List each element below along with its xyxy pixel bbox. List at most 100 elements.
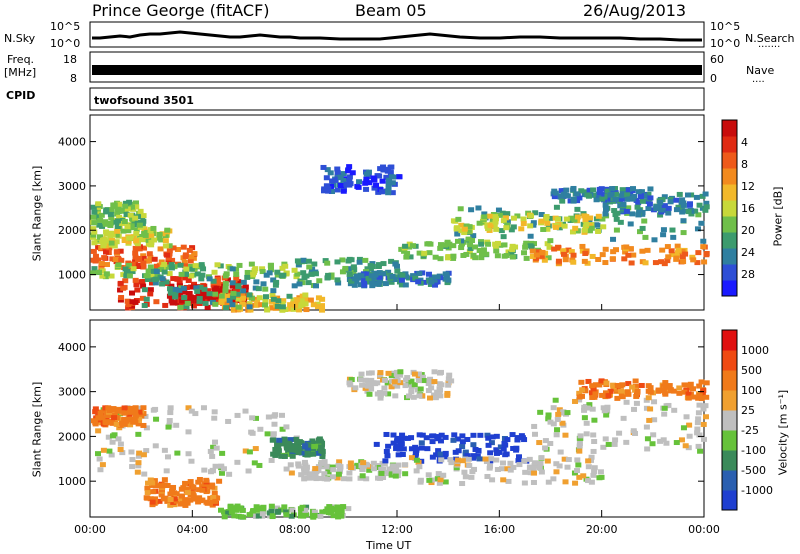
power-cell (339, 257, 346, 263)
power-cell (645, 206, 652, 212)
velocity-cell (298, 472, 305, 478)
velocity-cell (296, 445, 303, 451)
power-cell (510, 215, 517, 221)
velocity-cell (388, 471, 395, 477)
power-cell (121, 236, 128, 242)
power-cell (156, 231, 163, 237)
power-cell (602, 206, 609, 212)
velocity-cell (686, 433, 693, 439)
power-cell (481, 214, 488, 220)
velocity-cell (415, 371, 422, 377)
power-cell (294, 271, 301, 277)
power-cell (389, 180, 396, 186)
velocity-cell (553, 432, 560, 438)
velocity-cell (499, 466, 506, 472)
power-cell (315, 304, 322, 310)
velocity-cell (127, 409, 134, 415)
power-cell (623, 244, 630, 250)
velocity-cell (330, 467, 337, 473)
velocity-cell (408, 378, 415, 384)
velocity-cell (173, 422, 180, 428)
power-cell (553, 204, 560, 210)
power-cell (628, 260, 635, 266)
velocity-cell (537, 460, 544, 466)
velocity-cell (190, 484, 197, 490)
power-cell (680, 218, 687, 224)
power-cell (661, 203, 668, 209)
velocity-cell (429, 439, 436, 445)
power-cell (124, 268, 131, 274)
velocity-cell (581, 404, 588, 410)
velocity-cell (156, 498, 163, 504)
power-cell (652, 260, 659, 266)
power-cell (235, 304, 242, 310)
velocity-cell (448, 460, 455, 466)
velocity-cell (588, 454, 595, 460)
velocity-cell (408, 446, 415, 452)
velocity-cell (596, 475, 603, 481)
velocity-cell (577, 433, 584, 439)
velocity-cell (201, 467, 208, 473)
power-cell (235, 296, 242, 302)
y-tick-label: 1000 (58, 475, 86, 488)
power-cell (699, 193, 706, 199)
velocity-cell (336, 459, 343, 465)
velocity-cell (288, 447, 295, 453)
power-cell (262, 286, 269, 292)
power-cell (679, 209, 686, 215)
power-cell (371, 185, 378, 191)
velocity-cell (590, 472, 597, 478)
velocity-cell (417, 386, 424, 392)
power-cell (602, 202, 609, 208)
power-cell (531, 241, 538, 247)
power-cell (586, 193, 593, 199)
velocity-cell (207, 448, 214, 454)
velocity-cell (161, 477, 168, 483)
power-cell (316, 278, 323, 284)
velocity-cell (251, 460, 258, 466)
power-cell (555, 258, 562, 264)
power-cell (527, 223, 534, 229)
power-cell (363, 171, 370, 177)
velocity-cell (127, 405, 134, 411)
power-cell (660, 232, 667, 238)
velocity-cell (412, 454, 419, 460)
velocity-cell (281, 504, 288, 510)
power-cell (164, 252, 171, 258)
power-cell (502, 215, 509, 221)
power-cell (270, 288, 277, 294)
power-cell (579, 243, 586, 249)
power-cell (181, 259, 188, 265)
power-cell (191, 251, 198, 257)
velocity-cell (164, 454, 171, 460)
velocity-cell (547, 419, 554, 425)
power-cell (478, 241, 485, 247)
velocity-cell (338, 508, 345, 514)
velocity-cell (583, 431, 590, 437)
power-cell (278, 273, 285, 279)
velocity-cell (661, 405, 668, 411)
power-cell (290, 306, 297, 312)
velocity-cell (631, 406, 638, 412)
power-cell (570, 196, 577, 202)
power-cell (352, 276, 359, 282)
power-cell (201, 283, 208, 289)
velocity-cell (432, 395, 439, 401)
power-cell (390, 174, 397, 180)
velocity-cell (109, 439, 116, 445)
power-cell (279, 265, 286, 271)
power-cell (493, 248, 500, 254)
power-cell (279, 304, 286, 310)
power-cell (340, 171, 347, 177)
velocity-cell (152, 496, 159, 502)
power-cell (140, 283, 147, 289)
velocity-cell (553, 469, 560, 475)
power-cell (137, 233, 144, 239)
power-cell (141, 245, 148, 251)
power-cell (199, 272, 206, 278)
velocity-cell (484, 432, 491, 438)
power-cell (321, 186, 328, 192)
velocity-cell (684, 382, 691, 388)
velocity-cell (590, 387, 597, 393)
